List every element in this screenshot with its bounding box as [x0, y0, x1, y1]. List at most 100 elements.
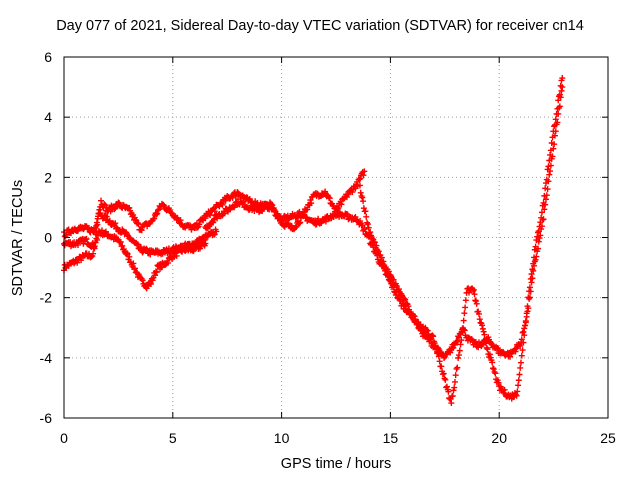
data-point [357, 175, 364, 182]
data-point [134, 220, 141, 227]
data-point [454, 364, 461, 371]
data-point [361, 226, 368, 233]
data-point [92, 239, 99, 246]
data-point [522, 317, 529, 324]
series-track-5 [356, 75, 566, 407]
data-point [89, 241, 96, 248]
data-point [103, 213, 110, 220]
data-point [520, 328, 527, 335]
data-point [176, 247, 183, 254]
data-point [557, 82, 564, 89]
series-track-1 [61, 227, 209, 292]
x-tick-label: 25 [600, 430, 616, 446]
data-point [435, 353, 442, 360]
data-point [466, 289, 473, 296]
data-point [177, 217, 184, 224]
data-point [450, 344, 457, 351]
data-point [489, 365, 496, 372]
data-point [293, 223, 300, 230]
data-point [297, 219, 304, 226]
data-point [453, 365, 460, 372]
data-point [362, 208, 369, 215]
data-point [462, 304, 469, 311]
data-point [528, 270, 535, 277]
data-point [429, 332, 436, 339]
data-point [373, 242, 380, 249]
y-axis-label: SDTVAR / TECUs [10, 179, 26, 297]
data-point [528, 279, 535, 286]
data-point [371, 239, 378, 246]
data-point [206, 211, 213, 218]
data-point [143, 245, 150, 252]
data-point [385, 268, 392, 275]
data-point [522, 322, 529, 329]
data-point [229, 194, 236, 201]
data-point [395, 286, 402, 293]
data-point [360, 198, 367, 205]
data-point [304, 206, 311, 213]
data-point [518, 336, 525, 343]
data-point [461, 310, 468, 317]
data-point [240, 199, 247, 206]
data-point [546, 171, 553, 178]
data-point [83, 235, 90, 242]
data-point [471, 291, 478, 298]
data-point [542, 196, 549, 203]
data-point [459, 329, 466, 336]
data-point [555, 97, 562, 104]
data-point [153, 269, 160, 276]
data-point [512, 391, 519, 398]
data-point [497, 383, 504, 390]
data-point [490, 366, 497, 373]
data-point [91, 245, 98, 252]
data-point [479, 325, 486, 332]
data-point [442, 376, 449, 383]
data-point [443, 383, 450, 390]
data-point [556, 91, 563, 98]
data-point [530, 260, 537, 267]
data-point [307, 197, 314, 204]
data-point [481, 331, 488, 338]
data-point [532, 243, 539, 250]
data-point [476, 316, 483, 323]
y-tick-label: 4 [44, 109, 52, 125]
data-point [551, 121, 558, 128]
data-point [546, 157, 553, 164]
data-point [554, 105, 561, 112]
data-point [541, 206, 548, 213]
data-point [480, 328, 487, 335]
data-point [448, 400, 455, 407]
data-point [401, 295, 408, 302]
data-point [470, 287, 477, 294]
data-point [432, 342, 439, 349]
data-point [547, 147, 554, 154]
data-point [542, 185, 549, 192]
y-tick-label: -6 [40, 410, 53, 426]
data-point [519, 347, 526, 354]
data-point [441, 354, 448, 361]
grid [64, 57, 608, 418]
data-points [61, 75, 566, 407]
series-track-4 [202, 84, 566, 361]
data-point [356, 182, 363, 189]
data-point [216, 203, 223, 210]
data-point [493, 346, 500, 353]
data-point [138, 227, 145, 234]
data-point [173, 252, 180, 259]
data-point [112, 220, 119, 227]
data-point [458, 337, 465, 344]
data-point [507, 353, 514, 360]
data-point [95, 210, 102, 217]
data-point [520, 339, 527, 346]
data-point [210, 219, 217, 226]
data-point [543, 176, 550, 183]
data-point [211, 208, 218, 215]
data-point [440, 370, 447, 377]
data-point [475, 310, 482, 317]
data-point [545, 163, 552, 170]
data-point [424, 327, 431, 334]
y-tick-label: 0 [44, 230, 52, 246]
y-tick-label: 2 [44, 169, 52, 185]
y-tick-label: -4 [40, 350, 53, 366]
data-point [380, 258, 387, 265]
